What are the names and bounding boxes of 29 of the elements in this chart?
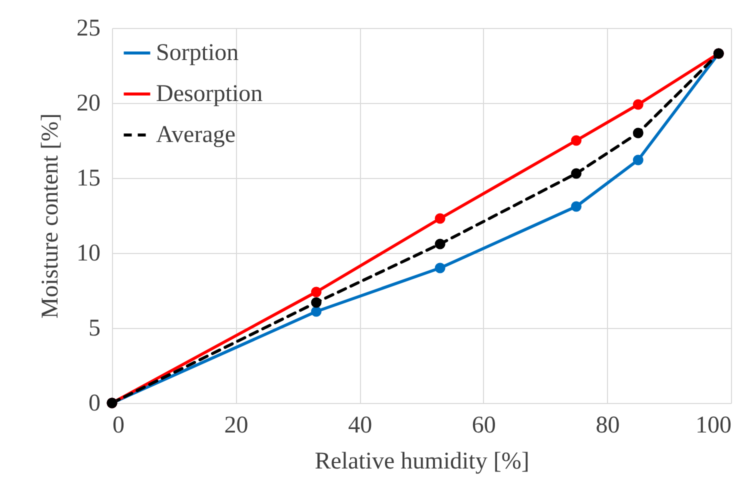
point: [571, 135, 582, 146]
point: [632, 154, 644, 166]
point: [632, 128, 644, 138]
y-axis-title: Moisture content [%]: [38, 113, 64, 319]
legend-label: Desorption: [156, 81, 263, 107]
point: [632, 99, 644, 110]
point: [311, 286, 322, 298]
y-tick-label: 15: [76, 166, 100, 192]
x-axis-title: Relative humidity [%]: [314, 448, 530, 474]
x-tick-label: 20: [224, 412, 248, 438]
point: [434, 238, 446, 250]
point: [434, 213, 446, 224]
x-tick-label: 80: [596, 412, 620, 438]
legend-label: Average: [156, 122, 236, 148]
y-tick-label: 25: [76, 16, 100, 42]
y-tick-label: 0: [88, 390, 100, 416]
legend-label: Sorption: [156, 40, 239, 66]
point: [571, 201, 582, 212]
y-tick-label: 20: [76, 90, 100, 116]
y-tick-label: 10: [76, 240, 100, 266]
x-tick-label: 100: [696, 412, 732, 438]
x-tick-label: 0: [112, 412, 124, 438]
y-tick-label: 5: [88, 316, 100, 342]
point: [434, 262, 446, 274]
x-tick-label: 40: [348, 412, 372, 438]
point: [311, 297, 322, 308]
point: [571, 168, 582, 179]
x-tick-label: 60: [472, 412, 496, 438]
point: [311, 306, 322, 317]
